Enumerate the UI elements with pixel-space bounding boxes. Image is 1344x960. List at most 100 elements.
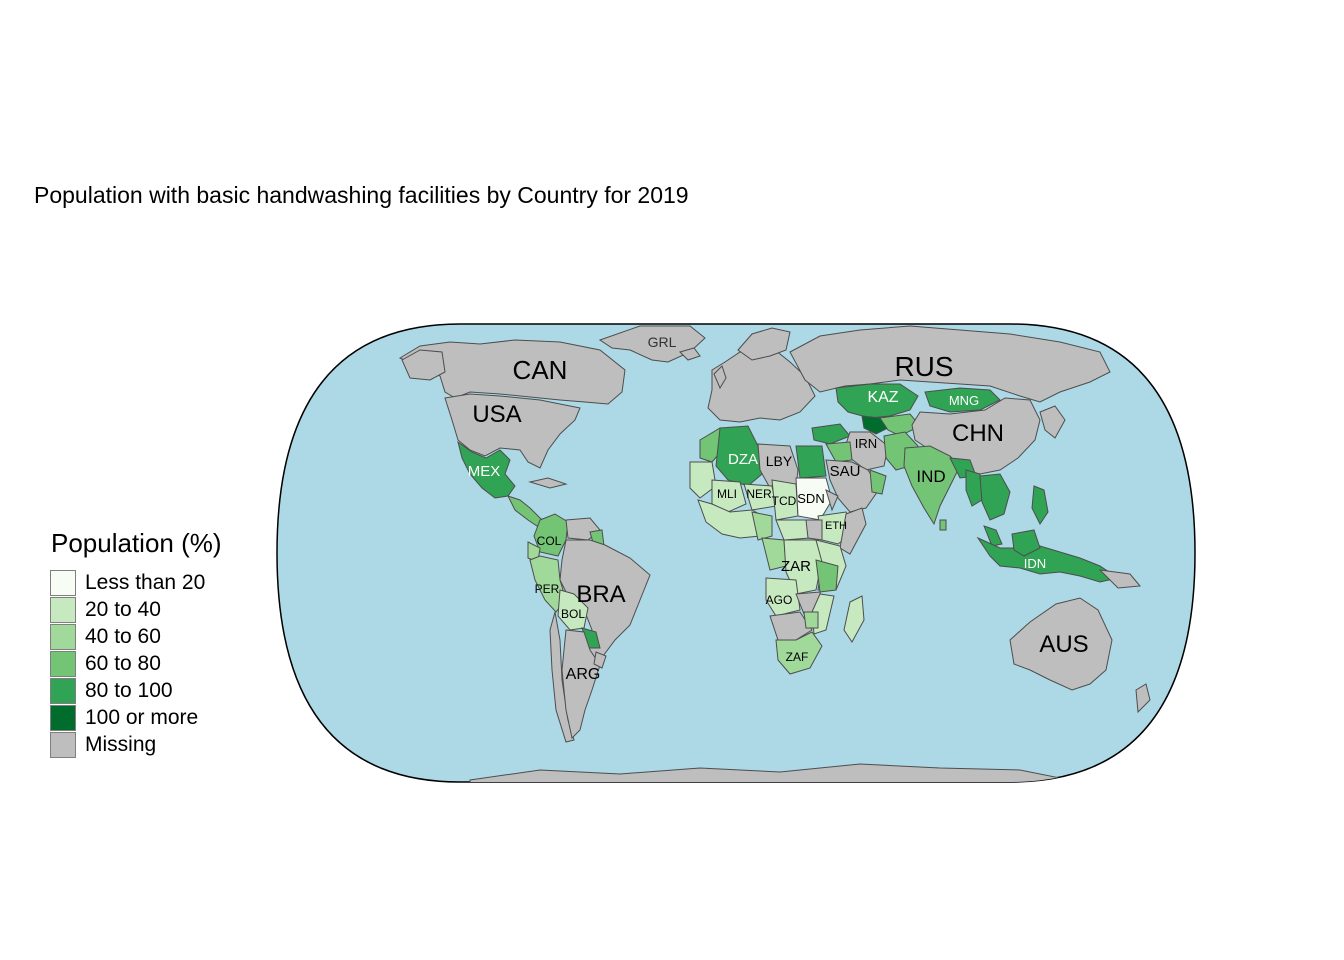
country-new-zealand[interactable] [1135,683,1151,714]
label-usa: USA [472,401,521,428]
country-egypt[interactable] [795,445,827,479]
label-ind: IND [916,467,945,486]
legend-swatch [50,704,76,731]
label-sdn: SDN [797,491,824,506]
label-aus: AUS [1039,631,1088,658]
country-angola[interactable] [765,577,801,617]
country-philippines[interactable] [1031,485,1049,525]
legend-item: Missing [50,731,222,758]
country-myanmar[interactable] [965,469,983,507]
country-nigeria[interactable] [751,511,773,541]
legend-swatch [50,623,76,650]
label-chn: CHN [952,420,1004,447]
legend: Population (%) Less than 20 20 to 40 40 to… [50,528,222,758]
label-mng: MNG [949,393,979,408]
legend-label: Missing [85,732,157,756]
label-rus: RUS [894,351,953,382]
label-ner: NER [746,487,772,501]
country-west-sahara-mauritania[interactable] [689,461,717,499]
country-namibia-botswana[interactable] [769,611,813,641]
label-col: COL [537,534,562,548]
country-zimbabwe[interactable] [803,611,819,629]
legend-swatch [50,596,76,623]
legend-swatch [50,569,76,596]
label-idn: IDN [1024,556,1046,571]
country-iraq-syria[interactable] [825,441,853,463]
country-usa[interactable] [444,393,581,469]
legend-item: 80 to 100 [50,677,222,704]
country-central-asia[interactable] [879,413,921,437]
label-dza: DZA [728,451,758,468]
country-iceland[interactable] [679,347,701,361]
country-madagascar[interactable] [843,595,865,643]
country-greenland[interactable] [598,325,706,363]
country-alaska[interactable] [401,349,446,381]
legend-swatch [50,677,76,704]
label-can: CAN [513,355,568,385]
country-bolivia[interactable] [557,589,589,631]
country-mali[interactable] [711,479,747,513]
page-title: Population with basic handwashing facili… [34,182,689,208]
legend-label: 40 to 60 [85,624,161,648]
country-uruguay[interactable] [593,651,607,669]
country-png[interactable] [1098,569,1141,589]
country-turkey[interactable] [811,423,851,445]
country-south-africa[interactable] [775,631,823,675]
country-sri-lanka[interactable] [939,519,947,531]
country-korea-japan[interactable] [1039,405,1066,439]
label-sau: SAU [830,463,861,480]
legend-label: Less than 20 [85,570,206,594]
legend-item: 40 to 60 [50,623,222,650]
legend-swatch [50,650,76,677]
country-argentina[interactable] [561,629,601,740]
country-colombia[interactable] [533,513,569,557]
legend-item: 60 to 80 [50,650,222,677]
legend-swatch [50,731,76,758]
legend-label: 100 or more [85,705,199,729]
country-uk[interactable] [713,365,727,390]
country-se-asia[interactable] [979,473,1011,521]
legend-title: Population (%) [51,528,222,558]
country-south-sudan[interactable] [805,519,823,541]
country-oman[interactable] [869,469,887,495]
country-sudan[interactable] [795,477,833,521]
country-labels: CAN USA GRL RUS KAZ MNG CHN IRN IND SAU … [468,334,1089,683]
country-mexico[interactable] [457,440,516,499]
country-cuba[interactable] [528,477,568,489]
label-zaf: ZAF [786,650,809,664]
label-mex: MEX [468,463,501,480]
label-mli: MLI [717,487,737,501]
label-ago: AGO [766,593,793,607]
label-bol: BOL [561,607,585,621]
country-borneo[interactable] [1011,529,1041,557]
label-arg: ARG [566,666,601,683]
legend-item: Less than 20 [50,569,222,596]
label-eth: ETH [825,520,847,532]
label-zar: ZAR [781,558,811,575]
country-kazakhstan[interactable] [835,383,919,419]
country-chile[interactable] [549,611,575,743]
country-mongolia[interactable] [924,387,1001,413]
label-bra: BRA [576,581,625,608]
country-india[interactable] [903,445,961,526]
country-malaysia[interactable] [983,525,1003,547]
label-irn: IRN [855,436,877,451]
label-tcd: TCD [772,494,797,508]
legend-label: 80 to 100 [85,678,173,702]
country-antarctica[interactable] [469,763,1061,800]
country-saudi-arabia[interactable] [825,459,881,513]
label-lby: LBY [766,453,793,469]
country-somalia[interactable] [839,507,867,555]
country-algeria[interactable] [715,425,763,487]
label-per: PER [535,582,560,596]
legend-item: 20 to 40 [50,596,222,623]
country-tanzania[interactable] [815,559,839,593]
country-australia[interactable] [1009,597,1113,691]
label-kaz: KAZ [867,389,898,406]
legend-item: 100 or more [50,704,222,731]
legend-label: 20 to 40 [85,597,161,621]
country-scandinavia[interactable] [737,327,791,361]
country-eritrea[interactable] [825,489,839,512]
label-grl: GRL [648,334,677,350]
